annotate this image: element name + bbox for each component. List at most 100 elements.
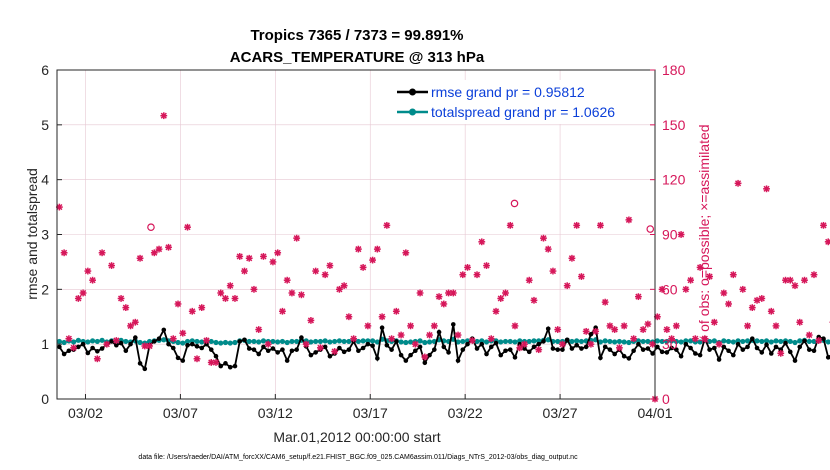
obs-point-21-stroke-3 <box>155 246 163 253</box>
obs-point-40-stroke-3 <box>246 255 253 262</box>
obs-point-97-stroke-3 <box>516 344 523 351</box>
rmse-point-89 <box>479 341 485 347</box>
rmse-point-157 <box>802 338 807 344</box>
obs-point-124 <box>644 320 652 328</box>
obs-point-129 <box>668 335 676 343</box>
obs-point-115 <box>601 298 609 306</box>
spread-point-133 <box>688 338 694 344</box>
spread-point-116 <box>607 338 613 345</box>
rmse-point-26 <box>180 358 186 363</box>
spread-point-33 <box>213 339 219 346</box>
obs-point-158-stroke-3 <box>806 331 813 339</box>
rmse-point-59 <box>337 345 342 351</box>
spread-point-115 <box>602 338 608 344</box>
rmse-point-119 <box>621 353 627 359</box>
obs-point-35 <box>222 295 229 302</box>
spread-point-132 <box>683 338 689 344</box>
obs-point-136-stroke-3 <box>701 335 708 342</box>
spread-point-144 <box>740 338 746 345</box>
rmse-point-150 <box>768 351 774 356</box>
rmse-point-65 <box>365 341 371 347</box>
rmse-point-63 <box>356 348 361 354</box>
obs-point-76-stroke-3 <box>416 289 424 297</box>
obs-point-135-stroke-3 <box>697 264 704 271</box>
obs-point-22 <box>160 112 168 120</box>
spread-point-45 <box>270 338 276 345</box>
obs-point-15 <box>127 322 134 330</box>
obs-point-43 <box>260 253 267 260</box>
obs-point-159 <box>810 271 818 279</box>
spread-point-56 <box>322 338 328 344</box>
spread-point-93 <box>498 339 504 345</box>
obs-point-46-stroke-3 <box>274 249 281 256</box>
rmse-point-54 <box>313 350 318 355</box>
spread-point-61 <box>346 338 352 345</box>
obs-point-19 <box>146 342 153 350</box>
obs-point-81-stroke-3 <box>440 300 447 308</box>
obs-point-27 <box>184 223 191 231</box>
obs-point-55 <box>317 344 324 352</box>
rmse-point-139 <box>716 357 722 362</box>
legend-rmse-marker <box>409 88 416 96</box>
rmse-point-17 <box>137 361 143 366</box>
obs-point-9 <box>98 249 106 257</box>
obs-point-144 <box>739 285 747 293</box>
y-axis-right-label: # of obs: o=possible; ×=assimilated <box>696 124 712 343</box>
obs-point-100-stroke-3 <box>530 297 538 304</box>
obs-point-105 <box>554 326 562 333</box>
obs-point-90-stroke-3 <box>483 262 490 269</box>
obs-point-154-stroke-3 <box>787 277 794 284</box>
y-left-tick-label-2: 2 <box>41 281 49 297</box>
obs-point-55-stroke-3 <box>317 344 324 351</box>
obs-point-113-stroke-3 <box>592 328 599 335</box>
obs-point-159-stroke-3 <box>810 271 818 278</box>
obs-point-141-stroke-3 <box>725 300 732 308</box>
obs-point-49-stroke-3 <box>288 289 296 297</box>
obs-point-160-stroke-3 <box>815 337 822 344</box>
obs-point-2 <box>65 335 73 343</box>
spread-point-117 <box>612 339 618 345</box>
obs-point-155 <box>791 282 799 290</box>
rmse-point-68 <box>379 325 385 331</box>
rmse-point-144 <box>740 347 746 352</box>
obs-point-124-stroke-3 <box>644 320 651 328</box>
obs-point-134-stroke-3 <box>692 335 699 342</box>
obs-point-152-stroke-3 <box>777 350 784 357</box>
rmse-point-79 <box>432 347 437 352</box>
obs-point-122 <box>634 293 642 301</box>
obs-point-102 <box>540 234 547 242</box>
spread-point-50 <box>294 338 300 345</box>
obs-point-11 <box>108 262 115 269</box>
rmse-point-161 <box>821 336 826 341</box>
obs-point-154 <box>786 276 794 284</box>
obs-point-127-stroke-3 <box>659 286 666 293</box>
x-tick-label-6: 04/01 <box>637 405 672 421</box>
spread-point-47 <box>279 338 286 345</box>
rmse-point-95 <box>507 347 513 352</box>
obs-series <box>55 112 830 403</box>
obs-point-72-stroke-3 <box>398 331 405 339</box>
rmse-point-149 <box>764 342 769 348</box>
spread-point-46 <box>275 339 281 345</box>
rmse-point-159 <box>811 348 817 354</box>
obs-point-11-stroke-3 <box>108 262 115 269</box>
obs-point-33-stroke-3 <box>212 359 220 366</box>
x-tick-label-0: 03/02 <box>68 405 103 421</box>
spread-point-95 <box>507 338 513 345</box>
obs-point-75-stroke-3 <box>412 341 419 348</box>
rmse-point-49 <box>289 348 295 354</box>
obs-point-59-stroke-3 <box>336 286 343 293</box>
spread-point-43 <box>260 338 267 344</box>
obs-point-121 <box>630 335 638 343</box>
spread-point-122 <box>635 338 641 344</box>
obs-point-111 <box>582 327 590 335</box>
spread-point-37 <box>232 339 238 346</box>
spread-point-126 <box>654 338 660 344</box>
y-left-tick-label-3: 3 <box>41 227 49 243</box>
obs-point-44 <box>264 340 272 348</box>
rmse-point-99 <box>526 349 532 355</box>
spread-point-100 <box>531 338 537 344</box>
obs-point-84-stroke-3 <box>454 331 462 339</box>
obs-point-64-stroke-3 <box>360 264 367 271</box>
spread-point-159 <box>811 338 817 345</box>
